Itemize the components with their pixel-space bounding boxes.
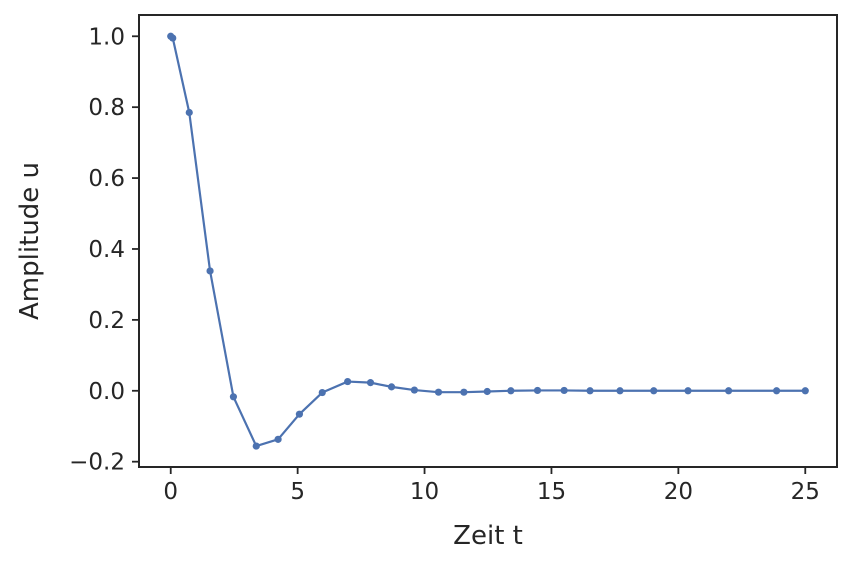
data-point [344, 377, 352, 386]
data-point [434, 388, 443, 396]
x-axis-label: Zeit t [453, 521, 523, 551]
data-point [318, 388, 326, 397]
x-tick-label: 15 [537, 479, 566, 505]
x-tick-label: 0 [163, 479, 178, 505]
data-point [460, 388, 468, 396]
data-point [410, 386, 418, 394]
data-point [772, 387, 781, 395]
data-point [274, 435, 282, 443]
y-tick-label: −0.2 [69, 450, 125, 476]
y-tick-label: 0.0 [88, 379, 125, 405]
series-line [170, 35, 806, 448]
plot-frame [138, 14, 838, 468]
data-point [650, 387, 658, 395]
data-point [387, 383, 396, 391]
plot-area [138, 14, 838, 468]
y-tick-label: 0.6 [88, 166, 125, 192]
data-point [560, 386, 568, 395]
data-point [533, 386, 542, 395]
x-tick-label: 25 [791, 479, 820, 505]
data-point [366, 379, 375, 387]
data-point [169, 34, 177, 42]
data-point [507, 387, 515, 395]
x-axis: 0 5 10 15 20 25 [163, 467, 820, 505]
x-tick-label: 5 [290, 479, 305, 505]
y-tick-label: 0.8 [88, 95, 125, 121]
data-point [252, 442, 260, 450]
data-point [684, 387, 692, 395]
data-point [483, 387, 491, 396]
data-point [616, 387, 624, 395]
y-tick-label: 1.0 [88, 24, 125, 50]
data-point [586, 387, 594, 395]
data-point [229, 393, 238, 401]
data-point [206, 267, 214, 275]
data-point [295, 410, 304, 418]
data-point [725, 387, 733, 395]
data-point [185, 108, 193, 117]
data-point [801, 387, 809, 395]
y-tick-label: 0.4 [88, 237, 125, 263]
y-tick-label: 0.2 [88, 308, 125, 334]
x-tick-label: 20 [664, 479, 693, 505]
y-axis: −0.2 0.0 0.2 0.4 0.6 0.8 1.0 [69, 24, 139, 476]
y-axis-label: Amplitude u [15, 162, 45, 320]
x-tick-label: 10 [410, 479, 439, 505]
